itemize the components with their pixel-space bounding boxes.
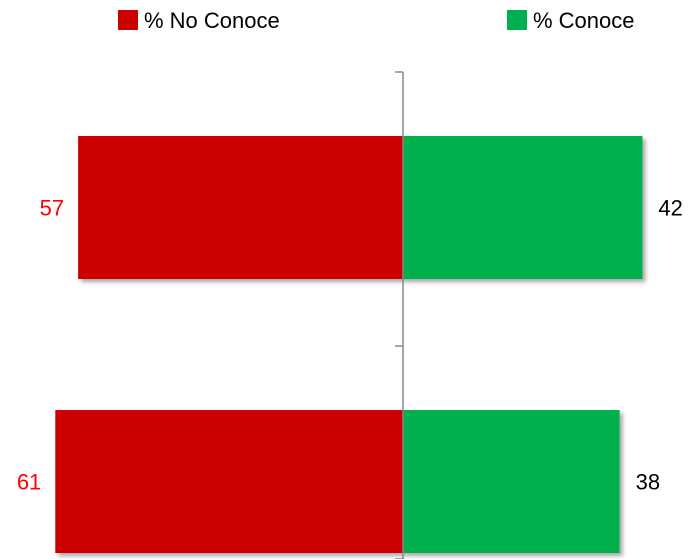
data-label-conoce-1: 42 [658, 196, 682, 221]
bar-conoce-1 [403, 136, 643, 279]
legend-swatch-no-conoce [118, 10, 138, 30]
category-axis [395, 71, 404, 559]
data-label-no-conoce-1: 57 [40, 196, 64, 221]
bars [55, 136, 643, 553]
legend-label-conoce: % Conoce [533, 8, 635, 33]
data-labels: 57 42 61 38 [17, 196, 683, 495]
bar-no-conoce-1 [78, 136, 403, 279]
legend-swatch-conoce [507, 10, 527, 30]
legend-label-no-conoce: % No Conoce [144, 8, 280, 33]
data-label-conoce-2: 38 [636, 470, 660, 495]
bar-no-conoce-2 [55, 410, 404, 553]
data-label-no-conoce-2: 61 [17, 470, 41, 495]
bar-conoce-2 [403, 410, 620, 553]
legend: % No Conoce % Conoce [118, 8, 635, 33]
